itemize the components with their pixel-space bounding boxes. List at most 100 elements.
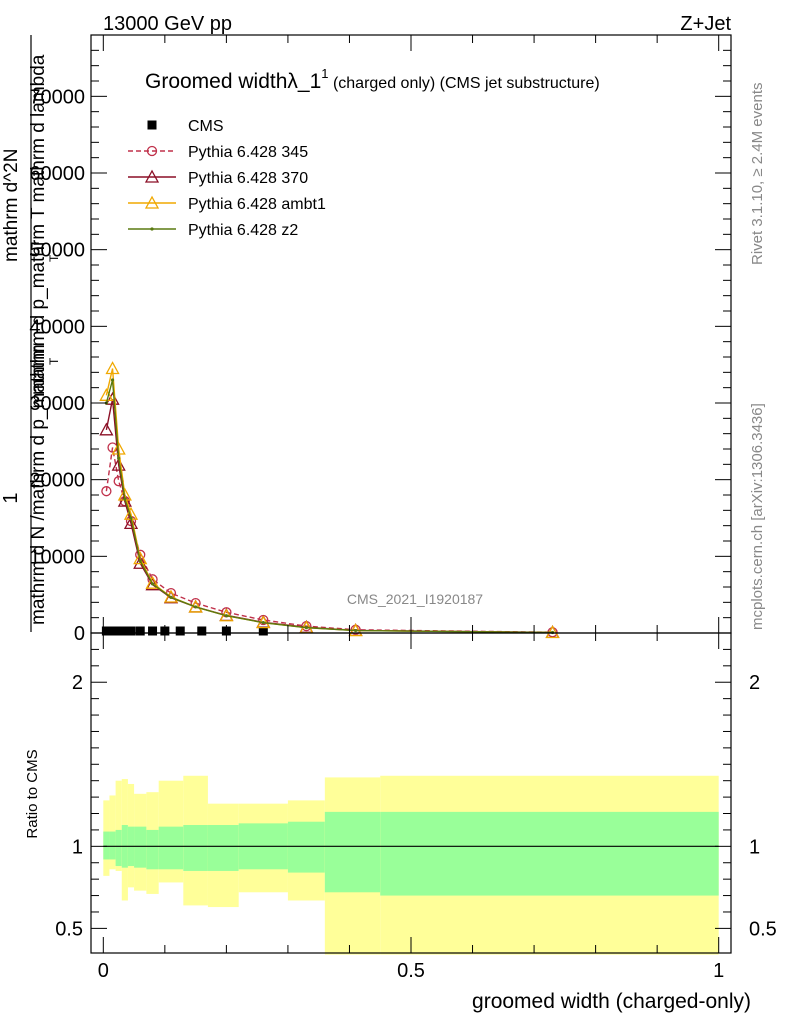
title-main: Groomed widthλ_1	[145, 70, 321, 93]
data-point	[101, 626, 111, 636]
title-sub: (charged only) (CMS jet substructure)	[329, 75, 600, 92]
data-point	[135, 626, 145, 636]
series	[104, 378, 555, 635]
ratio-y-tick-label: 0.5	[55, 918, 83, 940]
data-point	[108, 626, 118, 636]
data-point	[175, 626, 185, 636]
ylabel-part: 1	[0, 492, 22, 503]
main-frame	[90, 34, 732, 634]
data-point	[101, 486, 112, 497]
stat-band-bin	[146, 829, 159, 870]
data-point	[114, 626, 124, 636]
series-line	[105, 379, 553, 634]
series-line	[105, 447, 553, 633]
data-point	[224, 614, 228, 618]
ratio-y-tick-label-right: 0.5	[749, 918, 777, 940]
legend: CMS Pythia 6.428 345 Pythia 6.428 370 Pythi…	[128, 118, 326, 239]
series	[99, 391, 560, 639]
rivet-label: Rivet 3.1.10, ≥ 2.4M events	[749, 83, 766, 266]
ratio-y-tick-label-right: 1	[749, 836, 760, 858]
x-axis-label: groomed width (charged-only)	[472, 990, 751, 1013]
y-tick-label: 50000	[29, 240, 85, 262]
y-tick-label: 40000	[29, 316, 85, 338]
data-point	[150, 582, 155, 586]
legend-label: Pythia 6.428 z2	[188, 222, 298, 239]
legend-marker	[150, 227, 154, 231]
data-point	[258, 626, 268, 636]
analysis-id: CMS_2021_I1920187	[347, 591, 483, 607]
data-point	[123, 516, 139, 530]
legend-marker	[146, 145, 158, 157]
legend-label: Pythia 6.428 ambt1	[188, 196, 326, 213]
y-tick-label: 30000	[29, 393, 85, 415]
stat-band-bin	[287, 821, 325, 873]
ratio-y-tick-label: 1	[72, 836, 83, 858]
stat-band-bin	[324, 811, 381, 893]
header-left: 13000 GeV pp	[103, 13, 232, 35]
ratio-frame	[90, 632, 732, 954]
data-point	[105, 361, 120, 375]
stat-band-bin	[109, 831, 116, 860]
stat-band-bin	[183, 825, 208, 871]
data-point	[129, 516, 133, 520]
data-point	[133, 551, 148, 565]
ylabel-part: T	[47, 254, 61, 262]
y-tick-label: 0	[74, 623, 85, 645]
header-right: Z+Jet	[680, 13, 731, 35]
series-line	[105, 368, 553, 634]
title-sup: 1	[321, 66, 328, 81]
data-point	[138, 559, 142, 563]
x-tick-label: 0	[98, 960, 109, 982]
ylabel-part: T	[47, 357, 61, 365]
legend-marker	[144, 195, 160, 209]
stat-band-bin	[103, 831, 110, 860]
legend-marker	[144, 169, 160, 183]
ratio-axes: 0.5 0.5 1 1 2 2 0 0.5 1	[55, 633, 777, 982]
data-point	[133, 555, 148, 569]
data-point	[194, 605, 198, 609]
x-tick-label: 1	[713, 960, 724, 982]
ratio-y-tick-label-right: 2	[749, 672, 760, 694]
plot-title: Groomed widthλ_11 (charged only) (CMS je…	[145, 66, 600, 93]
main-axes: 0 10000 20000 30000 40000 50000 60000 70000	[29, 34, 731, 645]
y-tick-label: 60000	[29, 163, 85, 185]
data-point	[123, 497, 127, 501]
series	[101, 442, 558, 638]
data-point	[145, 577, 160, 591]
data-point	[148, 626, 158, 636]
data-point	[126, 626, 136, 636]
stat-band-bin	[207, 825, 239, 871]
data-point	[169, 595, 173, 599]
legend-label: CMS	[188, 118, 224, 135]
data-point	[261, 621, 265, 625]
data-point	[117, 456, 121, 460]
data-point	[197, 626, 207, 636]
y-tick-label: 70000	[29, 86, 85, 108]
legend-label: Pythia 6.428 370	[188, 170, 308, 187]
ratio-bands	[103, 775, 719, 955]
syst-band-bin	[115, 780, 122, 871]
data-point	[110, 378, 115, 382]
main-ylabel: 1 mathrm d N /mathrm d p_mathrm mathrm d…	[0, 35, 61, 632]
data-point	[111, 457, 126, 471]
stat-band-bin	[115, 829, 122, 867]
stat-band-bin	[134, 826, 147, 868]
y-tick-label: 20000	[29, 470, 85, 492]
y-tick-label: 10000	[29, 546, 85, 568]
data-point	[99, 422, 114, 436]
main-series	[99, 361, 560, 639]
mcplots-label: mcplots.cern.ch [arXiv:1306.3436]	[749, 403, 766, 630]
data-point	[145, 575, 160, 589]
data-point	[304, 626, 308, 630]
ylabel-part: mathrm d N /mathrm d p_mathrm	[28, 344, 49, 625]
data-point	[163, 589, 179, 603]
ratio-ylabel: Ratio to CMS	[24, 749, 41, 838]
legend-label: Pythia 6.428 345	[188, 144, 308, 161]
ylabel-part: mathrm d p_mathrm T mathrm d lambda	[28, 54, 49, 395]
series	[101, 626, 268, 636]
ylabel-part: mathrm d^2N	[1, 149, 22, 262]
data-point	[354, 628, 358, 633]
x-tick-label: 0.5	[397, 960, 425, 982]
stat-band-bin	[158, 826, 184, 870]
data-point	[120, 626, 130, 636]
